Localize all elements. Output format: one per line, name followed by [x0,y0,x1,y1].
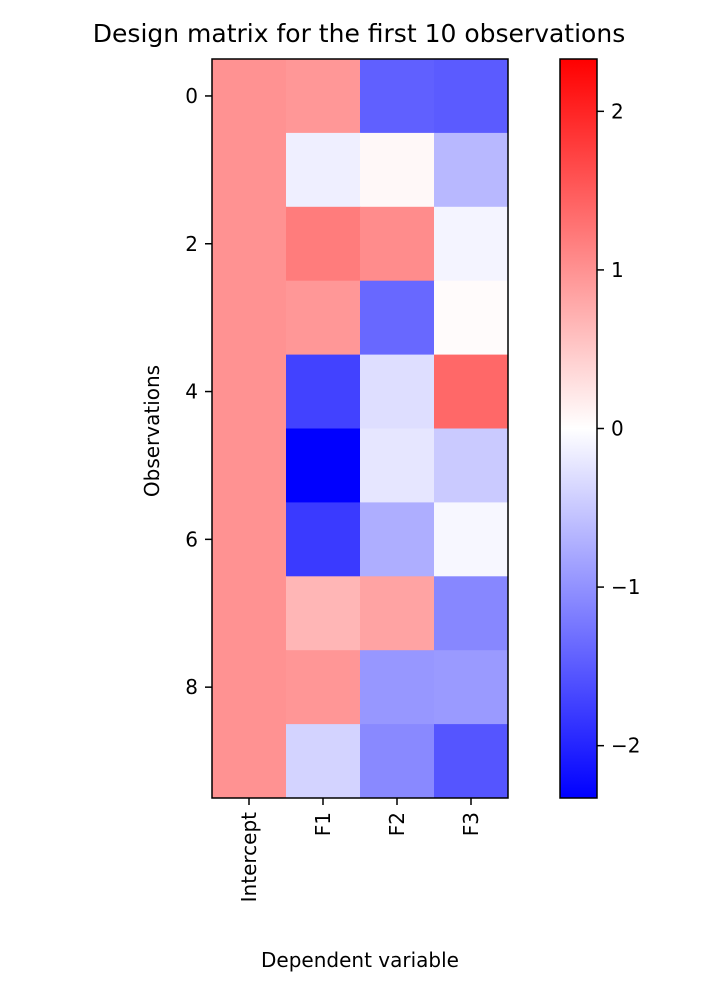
heatmap-cell [360,354,435,429]
colorbar [559,58,598,799]
heatmap-cell [434,650,509,725]
colorbar-tick-label: −2 [611,734,640,758]
heatmap-cell [286,650,361,725]
colorbar-tick-label: 0 [611,417,624,441]
y-tick-label: 8 [185,675,198,699]
colorbar-ticks: −2 −1 0 1 2 [597,99,640,758]
heatmap-cell [286,59,361,134]
heatmap-cell [212,428,287,503]
heatmap-cell [286,206,361,282]
heatmap-cell [434,280,509,356]
heatmap-cell [286,132,361,208]
colorbar-tick-label: 2 [611,99,624,123]
x-tick-label: Intercept [237,812,261,903]
y-axis-label: Observations [140,365,164,497]
heatmap-cell [434,59,509,134]
heatmap-cell [360,502,435,577]
heatmap-cell [286,502,361,577]
heatmap-cell [286,576,361,651]
heatmap-cell [212,576,287,651]
y-axis-ticks: 0 2 4 6 8 [185,84,212,699]
heatmap-cell [212,502,287,577]
plot-frame [211,58,509,799]
heatmap-cell [286,724,361,799]
heatmap-cell [434,576,509,651]
heatmap-cell [286,280,361,356]
y-tick-label: 6 [185,527,198,551]
heatmap-cell [212,724,287,799]
heatmap-cell [360,428,435,503]
heatmap-cell [434,724,509,799]
heatmap-cell [212,59,287,134]
colorbar-tick-label: 1 [611,258,624,282]
heatmap-cell [212,354,287,429]
heatmap-cell [360,59,435,134]
heatmap-cell [360,280,435,356]
x-tick-label: F2 [385,812,409,836]
heatmap-cell [360,132,435,208]
heatmap-cell [212,280,287,356]
heatmap-cell [286,354,361,429]
y-tick-label: 4 [185,380,198,404]
heatmap-cell [212,206,287,282]
heatmap-cell [434,132,509,208]
heatmap-cell [286,428,361,503]
x-axis-label: Dependent variable [261,948,459,972]
y-tick-label: 0 [185,84,198,108]
y-tick-label: 2 [185,232,198,256]
heatmap-cells [212,59,509,799]
colorbar-tick-label: −1 [611,575,640,599]
heatmap-cell [434,206,509,282]
chart-title: Design matrix for the first 10 observati… [93,19,625,48]
heatmap-cell [212,132,287,208]
x-tick-label: F1 [311,812,335,836]
heatmap-cell [360,206,435,282]
heatmap-cell [434,428,509,503]
heatmap-cell [360,724,435,799]
heatmap-cell [434,354,509,429]
heatmap-cell [360,576,435,651]
heatmap-cell [434,502,509,577]
x-axis-ticks: Intercept F1 F2 F3 [237,798,483,902]
x-tick-label: F3 [459,812,483,836]
heatmap-cell [212,650,287,725]
heatmap-cell [360,650,435,725]
